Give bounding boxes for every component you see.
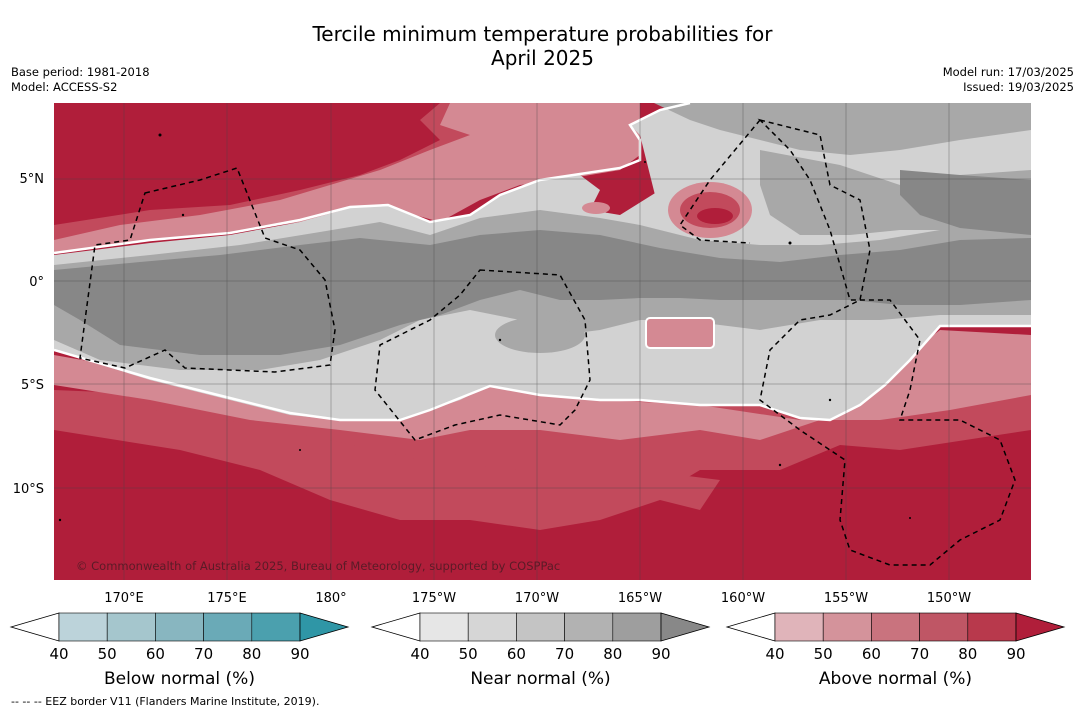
colorbar-tick-label: 60 bbox=[507, 645, 526, 663]
colorbar-1: 40 50 60 70 80 90 Near normal (%) bbox=[370, 612, 711, 689]
lon-label-170w: 170°W bbox=[515, 591, 559, 606]
colorbar-tick-label: 80 bbox=[603, 645, 622, 663]
colorbar-tick-label: 90 bbox=[651, 645, 670, 663]
colorbar-segment bbox=[612, 612, 662, 642]
colorbar-segment bbox=[419, 612, 469, 642]
colorbar-tick-label: 50 bbox=[459, 645, 478, 663]
colorbar-0: 40 50 60 70 80 90 Below normal (%) bbox=[9, 612, 350, 689]
colorbar-tick-label: 90 bbox=[290, 645, 309, 663]
eez-footnote: -- -- -- EEZ border V11 (Flanders Marine… bbox=[11, 695, 320, 708]
colorbar-title: Below normal (%) bbox=[104, 669, 255, 689]
field-near-strong-ne bbox=[900, 170, 1031, 235]
title-line-1: Tercile minimum temperature probabilitie… bbox=[312, 22, 773, 46]
colorbar-segment bbox=[467, 612, 517, 642]
colorbar-tick-label: 50 bbox=[814, 645, 833, 663]
colorbar-segment bbox=[967, 612, 1017, 642]
colorbar-tick-label: 40 bbox=[410, 645, 429, 663]
lon-label-170e: 170°E bbox=[104, 591, 144, 606]
graticule bbox=[54, 103, 1031, 580]
map-field bbox=[54, 103, 1031, 580]
colorbar-segment bbox=[516, 612, 565, 642]
colorbar-max-arrow bbox=[660, 612, 711, 642]
colorbar-segment bbox=[774, 612, 824, 642]
lon-label-165w: 165°W bbox=[618, 591, 662, 606]
colorbar-tick-label: 60 bbox=[862, 645, 881, 663]
meta-left: Base period: 1981-2018 Model: ACCESS-S2 bbox=[11, 65, 150, 95]
colorbar-segment bbox=[155, 612, 204, 642]
base-period-text: Base period: 1981-2018 bbox=[11, 65, 150, 79]
colorbar-tick-label: 70 bbox=[910, 645, 929, 663]
colorbar-tick-label: 70 bbox=[555, 645, 574, 663]
field-above-weak-north bbox=[54, 103, 640, 252]
field-above-box bbox=[645, 317, 715, 349]
colorbar-segment bbox=[871, 612, 920, 642]
colorbar-segment bbox=[251, 612, 301, 642]
meta-right: Model run: 17/03/2025 Issued: 19/03/2025 bbox=[943, 65, 1074, 95]
field-above-blob-north-strong bbox=[697, 208, 733, 224]
colorbar-max-arrow bbox=[1015, 612, 1066, 642]
colorbar-tick-label: 40 bbox=[49, 645, 68, 663]
lon-label-150w: 150°W bbox=[927, 591, 971, 606]
model-text: Model: ACCESS-S2 bbox=[11, 80, 118, 94]
model-run-text: Model run: 17/03/2025 bbox=[942, 65, 1074, 79]
colorbar-max-arrow bbox=[299, 612, 350, 642]
lon-label-180: 180° bbox=[315, 591, 346, 606]
title-line-2: April 2025 bbox=[491, 46, 594, 70]
field-above-blob-small bbox=[582, 202, 610, 214]
colorbar-tick-label: 60 bbox=[146, 645, 165, 663]
issued-text: Issued: 19/03/2025 bbox=[963, 80, 1074, 94]
colorbar-segment bbox=[919, 612, 969, 642]
map-title: Tercile minimum temperature probabilitie… bbox=[0, 22, 1085, 70]
lon-label-160w: 160°W bbox=[721, 591, 765, 606]
colorbar-tick-label: 90 bbox=[1006, 645, 1025, 663]
colorbar-tick-label: 50 bbox=[98, 645, 117, 663]
eez-borders bbox=[79, 118, 1016, 566]
lat-label-5n: 5°N bbox=[20, 172, 45, 187]
colorbars: 40 50 60 70 80 90 Below normal (%) 40 50 60 70 80 90… bbox=[9, 612, 1066, 689]
lat-label-0: 0° bbox=[29, 275, 44, 290]
colorbar-segment bbox=[203, 612, 253, 642]
colorbar-tick-label: 70 bbox=[194, 645, 213, 663]
contour-north bbox=[54, 103, 691, 255]
lat-label-5s: 5°S bbox=[21, 378, 44, 393]
colorbar-min-arrow bbox=[725, 612, 776, 642]
colorbar-title: Near normal (%) bbox=[470, 669, 610, 689]
colorbar-segment bbox=[822, 612, 872, 642]
colorbar-2: 40 50 60 70 80 90 Above normal (%) bbox=[725, 612, 1066, 689]
lon-labels: 170°E 175°E 180° 175°W 170°W 165°W 160°W… bbox=[104, 591, 971, 606]
contour-south bbox=[54, 324, 1031, 422]
colorbar-tick-label: 80 bbox=[958, 645, 977, 663]
colorbar-tick-label: 40 bbox=[765, 645, 784, 663]
colorbar-segment bbox=[564, 612, 614, 642]
colorbar-segment bbox=[106, 612, 156, 642]
lat-labels: 5°N 0° 5°S 10°S bbox=[13, 172, 44, 497]
colorbar-title: Above normal (%) bbox=[819, 669, 972, 689]
field-near-mid-patch bbox=[495, 317, 585, 353]
lon-label-155w: 155°W bbox=[824, 591, 868, 606]
lon-label-175e: 175°E bbox=[207, 591, 247, 606]
field-near-mid-north bbox=[654, 103, 1031, 155]
islands bbox=[58, 133, 911, 522]
field-near-strong bbox=[54, 230, 1031, 355]
colorbar-min-arrow bbox=[370, 612, 421, 642]
lon-label-175w: 175°W bbox=[412, 591, 456, 606]
colorbar-min-arrow bbox=[9, 612, 60, 642]
lat-label-10s: 10°S bbox=[13, 482, 44, 497]
field-above-mid-south-2 bbox=[54, 400, 720, 530]
colorbar-segment bbox=[58, 612, 108, 642]
colorbar-tick-label: 80 bbox=[242, 645, 261, 663]
copyright-text: © Commonwealth of Australia 2025, Bureau… bbox=[76, 559, 560, 573]
